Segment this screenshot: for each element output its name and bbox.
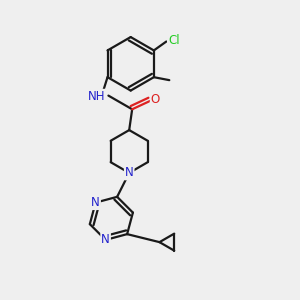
Text: Cl: Cl xyxy=(168,34,180,47)
Text: O: O xyxy=(151,93,160,106)
Text: N: N xyxy=(125,167,134,179)
Text: N: N xyxy=(91,196,100,209)
Text: N: N xyxy=(101,233,110,246)
Text: NH: NH xyxy=(88,90,105,103)
